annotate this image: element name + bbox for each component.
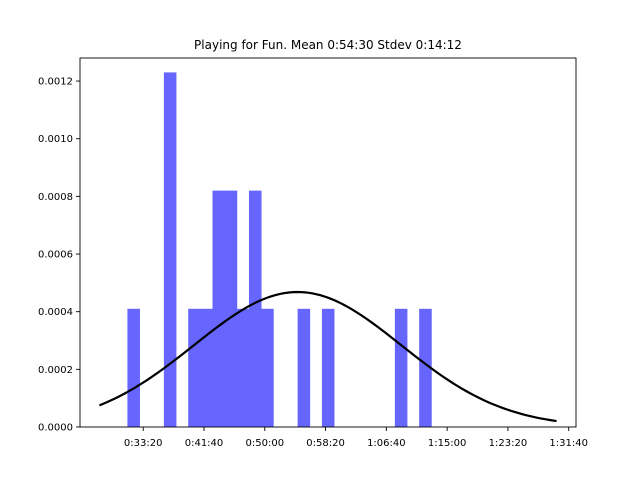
y-axis-ticks: 0.0000 0.0002 0.0004 0.0006 0.0008 0.0010 0.00… — [38, 77, 80, 434]
x-tick-label: 0:33:20 — [124, 438, 163, 449]
y-tick-label: 0.0010 — [38, 134, 73, 145]
x-tick-label: 0:41:40 — [185, 438, 224, 449]
y-tick-label: 0.0000 — [38, 423, 73, 434]
chart-title: Playing for Fun. Mean 0:54:30 Stdev 0:14… — [194, 38, 462, 52]
histogram-bar — [224, 190, 238, 427]
histogram-bar — [188, 308, 201, 427]
x-tick-label: 1:31:40 — [549, 438, 588, 449]
histogram-bar — [236, 308, 250, 427]
histogram-bar — [394, 308, 408, 427]
histogram-bar — [248, 190, 262, 427]
histogram-bar — [419, 308, 432, 427]
y-tick-label: 0.0006 — [38, 250, 73, 261]
histogram-bar — [321, 308, 335, 427]
histogram-bar — [212, 190, 226, 427]
x-axis-ticks: 0:33:20 0:41:40 0:50:00 0:58:20 1:06:40 1:15:… — [124, 427, 588, 449]
y-tick-label: 0.0004 — [38, 307, 73, 318]
histogram-bar — [163, 72, 177, 427]
histogram-bar — [261, 308, 274, 427]
x-tick-label: 0:50:00 — [246, 438, 285, 449]
x-tick-label: 0:58:20 — [306, 438, 345, 449]
y-tick-label: 0.0002 — [38, 365, 73, 376]
normal-curve-line — [99, 290, 557, 423]
histogram-bar — [297, 308, 311, 427]
histogram-bar — [200, 308, 213, 427]
x-tick-label: 1:06:40 — [367, 438, 406, 449]
plot-area-frame — [79, 57, 577, 428]
y-tick-label: 0.0012 — [38, 77, 73, 88]
histogram-bar — [127, 308, 140, 427]
bars-layer — [127, 72, 432, 427]
x-tick-label: 1:15:00 — [428, 438, 467, 449]
x-tick-label: 1:23:20 — [489, 438, 528, 449]
y-tick-label: 0.0008 — [38, 192, 73, 203]
